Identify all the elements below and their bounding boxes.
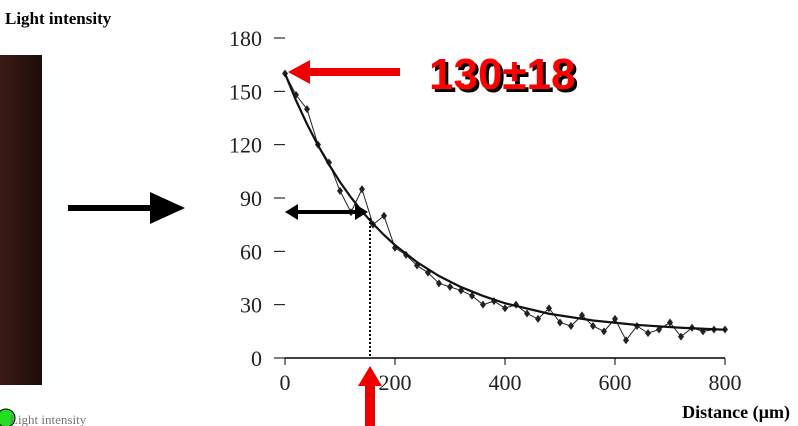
data-point — [612, 314, 618, 323]
data-point — [590, 322, 596, 330]
data-point — [601, 327, 607, 336]
annotation: 130±18 — [429, 50, 576, 99]
series-line — [283, 73, 726, 331]
y-tick-label: 0 — [251, 346, 262, 371]
data-point — [656, 325, 662, 334]
x-axis-title: Distance (µm) — [682, 402, 790, 423]
data-point — [546, 304, 552, 313]
x-tick-label: 0 — [280, 370, 291, 395]
red-arrow-up — [358, 366, 382, 426]
x-tick-label: 200 — [379, 370, 412, 395]
data-point — [623, 336, 629, 345]
data-point — [557, 318, 563, 327]
data-point — [304, 105, 310, 114]
series-line — [284, 73, 725, 342]
red-arrow-left — [288, 60, 400, 84]
y-tick-label: 30 — [240, 293, 262, 318]
data-point — [381, 211, 387, 220]
data-point — [436, 279, 442, 288]
data-point — [645, 329, 651, 338]
data-point — [502, 304, 508, 313]
y-axis-title: Light intensity — [5, 9, 112, 28]
data-point — [469, 291, 475, 300]
green-dot — [0, 408, 16, 426]
data-point — [359, 185, 365, 194]
black-arrow — [68, 192, 185, 224]
y-tick-label: 90 — [240, 186, 262, 211]
data-point — [480, 300, 486, 309]
double-arrow — [285, 204, 368, 220]
y-tick-label: 150 — [229, 79, 262, 104]
x-tick-label: 400 — [489, 370, 522, 395]
data-point — [447, 282, 453, 291]
image-strip — [0, 55, 42, 385]
data-point — [524, 309, 530, 318]
data-point — [667, 318, 673, 327]
data-point — [678, 332, 684, 341]
x-tick-label: 800 — [709, 370, 742, 395]
annotation-shadow: 130±18 — [432, 53, 579, 102]
data-point — [568, 322, 574, 330]
data-point — [337, 186, 343, 195]
y-tick-label: 180 — [229, 26, 262, 51]
x-tick-label: 600 — [599, 370, 632, 395]
caption: Light intensity — [10, 412, 87, 426]
data-point — [535, 314, 541, 323]
y-tick-label: 120 — [229, 133, 262, 158]
data-point — [579, 311, 585, 320]
y-tick-label: 60 — [240, 239, 262, 264]
plot — [282, 69, 728, 345]
